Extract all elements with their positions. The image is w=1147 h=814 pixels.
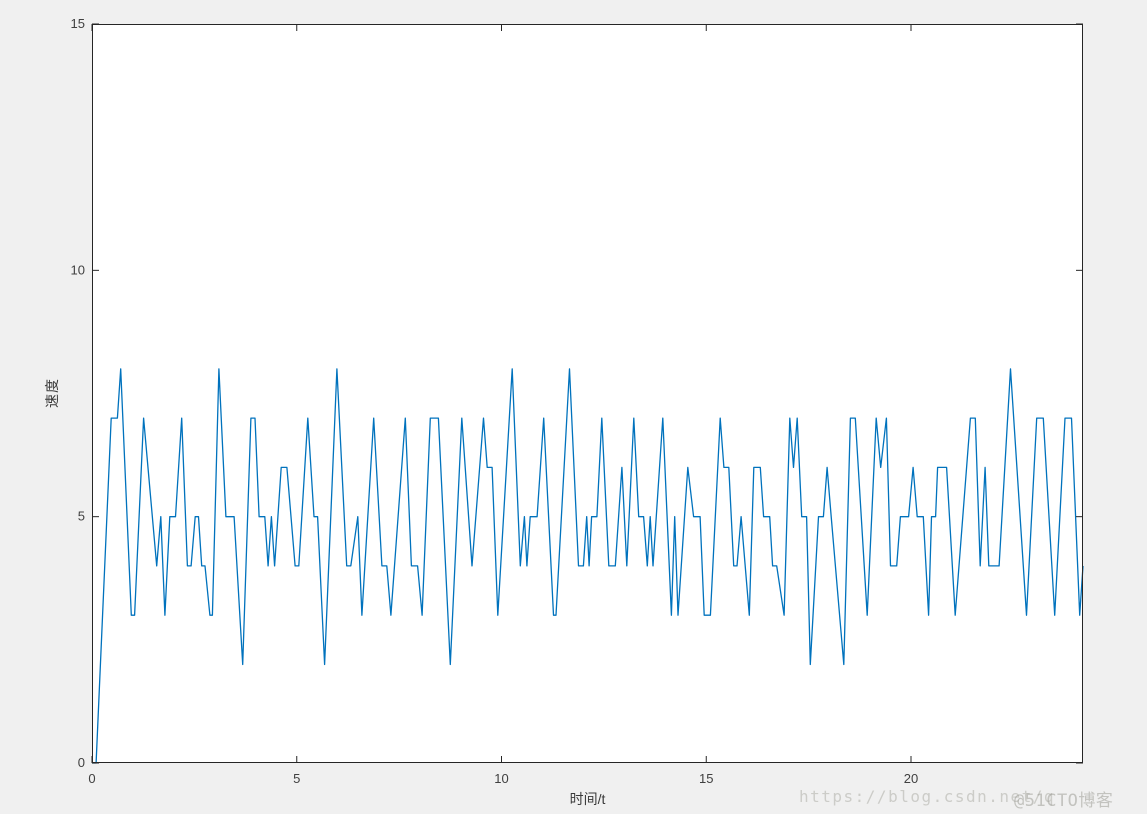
axis-ticks	[91, 23, 1083, 764]
axis-tick-labels: 0 5 10 15 20 0 5 10 15	[71, 16, 919, 786]
y-tick-label: 10	[71, 262, 85, 277]
x-tick-label: 20	[904, 771, 918, 786]
x-tick-label: 10	[494, 771, 508, 786]
x-tick-label: 15	[699, 771, 713, 786]
x-axis-label: 时间/t	[569, 791, 606, 807]
x-tick-label: 0	[88, 771, 95, 786]
y-axis-label: 速度	[44, 378, 60, 408]
speed-line-series	[92, 368, 1084, 764]
y-tick-label: 0	[78, 755, 85, 770]
axes-box	[92, 24, 1083, 763]
y-tick-label: 5	[78, 509, 85, 524]
x-tick-label: 5	[293, 771, 300, 786]
y-tick-label: 15	[71, 16, 85, 31]
plot-area	[92, 24, 1083, 763]
